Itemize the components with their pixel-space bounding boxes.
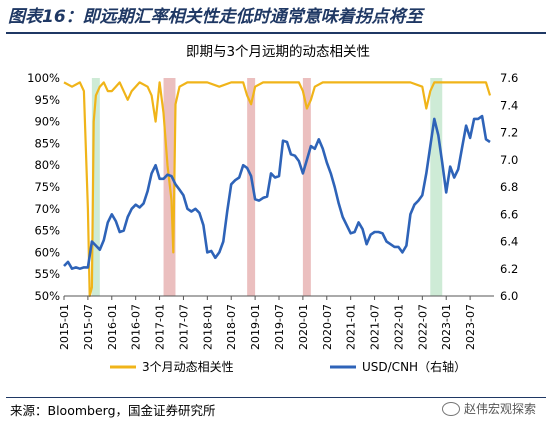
source-note: 来源：Bloomberg，国金证券研究所 [10,403,216,418]
x-tick-label: 2023-01 [440,304,453,350]
figure-title: 图表16：即远期汇率相关性走低时通常意味着拐点将至 [8,7,423,27]
shaded-period-red [247,78,256,296]
left-tick-label: 95% [34,93,60,107]
right-tick-label: 6.6 [500,207,518,221]
left-axis-ticks: 50% 55% 60% 65% 70% 75% 80% 85% 90% 95% 100% [27,71,60,303]
legend-label: USD/CNH（右轴） [362,359,466,374]
chart-title: 即期与3个月远期的动态相关性 [186,44,370,60]
x-tick-label: 2018-01 [201,304,214,350]
chart-container: 即期与3个月远期的动态相关性 50% 55% 60% 65% 70% 75% 80% 85% 9… [0,36,550,396]
right-tick-label: 7.6 [500,71,518,85]
x-tick-label: 2015-01 [58,304,71,350]
x-tick-label: 2019-01 [249,304,262,350]
watermark-text: 赵伟宏观探索 [463,402,536,416]
x-tick-label: 2021-07 [369,304,382,350]
left-tick-label: 60% [34,245,60,259]
right-tick-label: 6.8 [500,180,518,194]
right-tick-label: 6.4 [500,235,518,249]
correlation-chart: 即期与3个月远期的动态相关性 50% 55% 60% 65% 70% 75% 80% 85% 9… [27,44,518,374]
x-tick-label: 2018-07 [225,304,238,350]
x-tick-label: 2020-07 [321,304,334,350]
x-tick-label: 2017-07 [177,304,190,350]
left-tick-label: 85% [34,136,60,150]
left-tick-label: 80% [34,158,60,172]
wechat-icon [441,401,460,416]
chart-legend: 3个月动态相关性 USD/CNH（右轴） [110,359,466,374]
right-axis-ticks: 6.0 6.2 6.4 6.6 6.8 7.0 7.2 7.4 7.6 [500,71,518,303]
x-axis-ticks: 2015-01 2015-07 2016-01 2016-07 2017-01 2017-… [58,296,477,350]
right-tick-label: 6.2 [500,262,518,276]
x-tick-label: 2021-01 [345,304,358,350]
left-tick-label: 65% [34,224,60,238]
usdcnh-line [63,114,491,270]
left-tick-label: 100% [27,71,60,85]
x-tick-label: 2015-07 [82,304,95,350]
left-tick-label: 70% [34,202,60,216]
left-tick-label: 75% [34,180,60,194]
left-tick-label: 90% [34,115,60,129]
shaded-period-green [430,78,443,296]
title-divider [6,32,546,34]
left-tick-label: 50% [34,289,60,303]
right-tick-label: 7.0 [500,153,518,167]
x-tick-label: 2022-07 [416,304,429,350]
correlation-line [63,81,492,298]
right-tick-label: 7.2 [500,126,518,140]
shaded-periods [91,78,443,296]
right-tick-label: 7.4 [500,98,518,112]
x-tick-label: 2019-07 [273,304,286,350]
series-lines [63,81,492,298]
legend-label: 3个月动态相关性 [142,360,234,374]
left-tick-label: 55% [34,267,60,281]
shaded-period-green [91,78,100,296]
x-tick-label: 2017-01 [154,304,167,350]
watermark: 赵伟宏观探索 [441,400,536,417]
x-tick-label: 2016-01 [106,304,119,350]
x-tick-label: 2022-01 [392,304,405,350]
shaded-period-red [302,78,311,296]
right-tick-label: 6.0 [500,289,518,303]
x-tick-label: 2023-07 [464,304,477,350]
x-tick-label: 2020-01 [297,304,310,350]
footer-divider [6,397,546,398]
x-tick-label: 2016-07 [130,304,143,350]
